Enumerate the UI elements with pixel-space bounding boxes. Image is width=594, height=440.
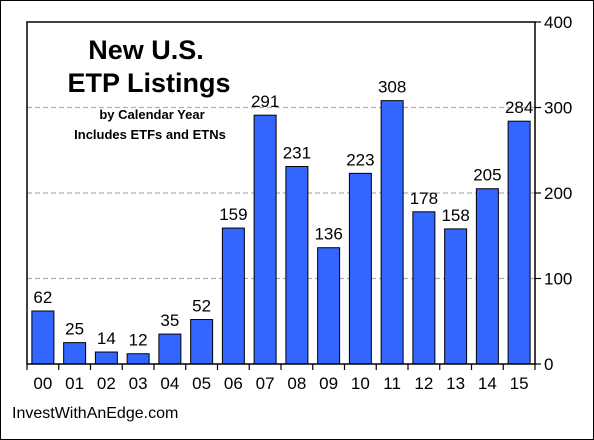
x-tick-label: 10 <box>351 374 370 393</box>
x-tick-label: 13 <box>446 374 465 393</box>
data-label: 308 <box>378 78 406 97</box>
data-label: 223 <box>346 150 374 169</box>
x-tick-label: 02 <box>97 374 116 393</box>
bar <box>253 114 277 365</box>
x-tick-label: 09 <box>319 374 338 393</box>
y-tick-label: 100 <box>544 270 572 289</box>
data-label: 205 <box>473 166 501 185</box>
bar <box>158 333 182 365</box>
x-tick-label: 03 <box>129 374 148 393</box>
x-tick-label: 12 <box>414 374 433 393</box>
chart-title-line-2: ETP Listings <box>67 68 230 98</box>
data-label: 291 <box>251 92 279 111</box>
bar <box>507 120 531 365</box>
bar <box>380 100 404 365</box>
chart-title-line-1: New U.S. <box>88 35 204 65</box>
y-tick-label: 400 <box>544 13 572 32</box>
data-label: 284 <box>505 98 533 117</box>
bar <box>63 342 87 365</box>
data-label: 12 <box>129 331 148 350</box>
data-label: 14 <box>97 329 116 348</box>
data-label: 62 <box>33 288 52 307</box>
data-label: 158 <box>441 206 469 225</box>
bar <box>190 319 214 365</box>
data-label: 25 <box>65 320 84 339</box>
bar <box>285 165 309 365</box>
y-tick-label: 200 <box>544 184 572 203</box>
bar <box>412 211 436 365</box>
grid-lines <box>27 106 535 280</box>
bar <box>126 353 150 365</box>
x-tick-labels: 00 01 02 03 04 05 06 07 08 09 10 11 12 13 14 15 <box>33 374 528 393</box>
y-tick-label: 300 <box>544 99 572 118</box>
bars <box>31 100 531 365</box>
x-tick-label: 15 <box>510 374 529 393</box>
data-label: 136 <box>314 225 342 244</box>
data-label: 35 <box>160 311 179 330</box>
chart-subtitle-line-1: by Calendar Year <box>99 107 204 122</box>
x-tick-label: 04 <box>160 374 179 393</box>
bar <box>221 227 245 365</box>
data-label: 159 <box>219 205 247 224</box>
y-tick-labels: 0 100 200 300 400 <box>544 13 572 374</box>
bar <box>348 172 372 365</box>
bar <box>475 188 499 365</box>
bar <box>317 247 341 365</box>
x-tick-label: 08 <box>287 374 306 393</box>
x-tick-label: 05 <box>192 374 211 393</box>
source-label: InvestWithAnEdge.com <box>12 405 178 422</box>
x-tick-label: 07 <box>256 374 275 393</box>
y-tick-label: 0 <box>544 355 553 374</box>
data-label: 231 <box>283 143 311 162</box>
bar <box>444 228 468 365</box>
data-label: 52 <box>192 297 211 316</box>
bar <box>31 310 55 365</box>
axes <box>26 21 541 370</box>
chart-subtitle-line-2: Includes ETFs and ETNs <box>74 127 226 142</box>
bar <box>94 351 118 365</box>
x-tick-label: 14 <box>478 374 497 393</box>
data-label: 178 <box>410 189 438 208</box>
x-tick-label: 00 <box>33 374 52 393</box>
x-tick-label: 06 <box>224 374 243 393</box>
x-tick-label: 11 <box>383 374 401 393</box>
x-tick-label: 01 <box>65 374 84 393</box>
